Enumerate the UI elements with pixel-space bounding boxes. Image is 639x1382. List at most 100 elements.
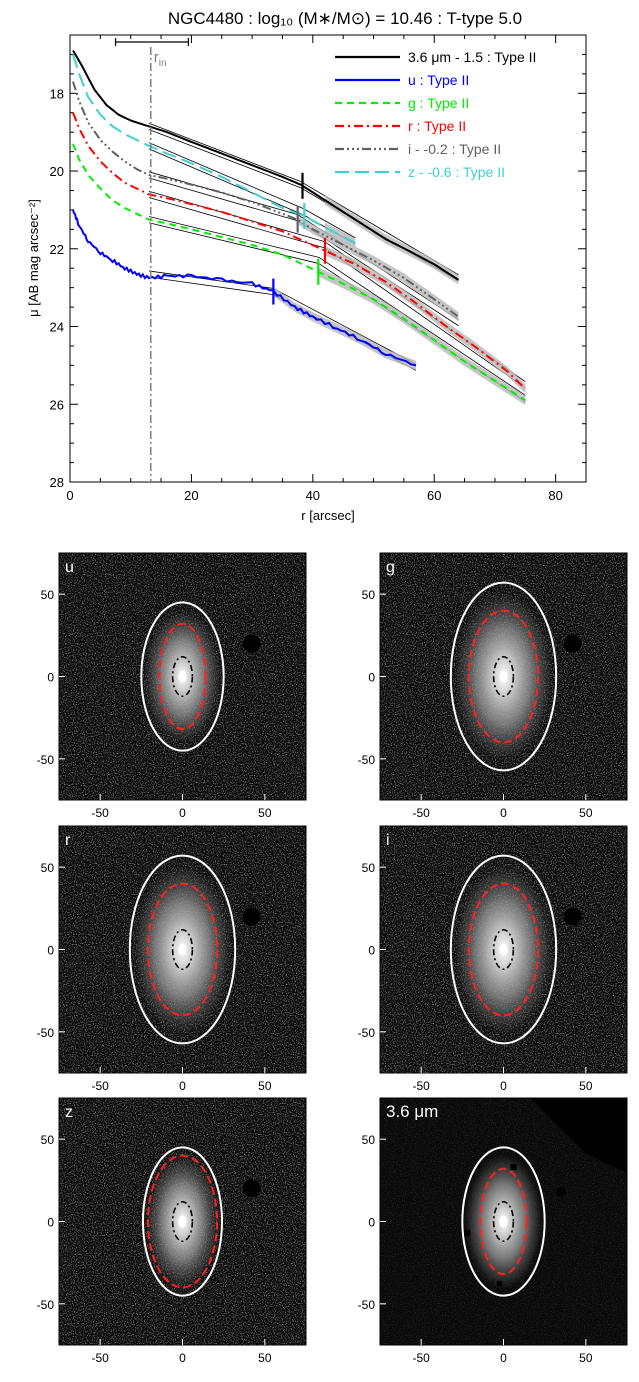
fit-line (148, 142, 304, 210)
panel-y-tick-label: -50 (358, 1298, 376, 1312)
masked-star (242, 1179, 261, 1198)
panel-y-tick-label: 50 (362, 1133, 376, 1147)
fit-line (148, 148, 304, 216)
galaxy-core (178, 670, 187, 683)
fit-line (148, 122, 301, 182)
outer-ellipse (449, 854, 558, 1045)
masked-star (464, 1230, 471, 1237)
panel-label: z (65, 1104, 73, 1121)
panel-y-tick-label: 0 (47, 1216, 54, 1230)
panel-y-tick-label: -50 (37, 1298, 55, 1312)
image-panel-3: i 50 0 -50 -50 0 50 (358, 825, 628, 1093)
panel-x-tick-label: -50 (412, 1351, 430, 1365)
masked-star (563, 634, 582, 653)
r-in-ellipse (171, 1200, 194, 1243)
fit-line (148, 276, 274, 296)
panel-label: g (386, 559, 395, 576)
error-band (324, 246, 526, 394)
break-ellipse (467, 882, 540, 1017)
r-in-marker: rin (114, 38, 189, 482)
outer-ellipse (449, 581, 558, 772)
x-axis-label: r [arcsec] (301, 508, 354, 523)
panel-label: 3.6 μm (386, 1102, 438, 1121)
break-ellipse (146, 1154, 219, 1289)
panel-y-tick-label: 0 (368, 944, 375, 958)
masked-star (319, 839, 335, 855)
break-ellipse (467, 609, 540, 744)
masked-star (556, 1186, 567, 1197)
galaxy-core (499, 1215, 508, 1228)
x-tick-label: 40 (306, 488, 320, 503)
profile-chart: 0 20 40 60 80 18 20 22 24 26 28 rin 3.6 μm - 1.5 :… (26, 34, 587, 523)
panel-x-tick-label: 0 (500, 1079, 507, 1093)
panel-y-tick-label: -50 (358, 753, 376, 767)
chart-title: NGC4480 : log₁₀ (M∗/M⊙) = 10.46 : T-type… (168, 9, 522, 28)
panel-x-tick-label: -50 (91, 1079, 109, 1093)
panel-y-tick-label: 0 (368, 671, 375, 685)
masked-star (242, 907, 261, 926)
fit-line (148, 216, 319, 258)
panel-image (59, 553, 306, 800)
panel-y-tick-label: 0 (47, 671, 54, 685)
image-panel-5: 3.6 μm 50 0 -50 -50 0 50 (358, 1097, 628, 1365)
r-in-ellipse (171, 655, 194, 698)
y-axis-label: μ [AB mag arcsec⁻²] (26, 199, 41, 317)
plot-frame (69, 34, 587, 483)
break-ellipse (479, 1167, 528, 1276)
series-line-3 (72, 112, 526, 390)
legend-entry: 3.6 μm - 1.5 : Type II (408, 49, 536, 65)
series-line-1 (72, 209, 417, 367)
panel-x-tick-label: -50 (91, 1351, 109, 1365)
panel-x-tick-label: -50 (412, 806, 430, 820)
r-in-ellipse (492, 1200, 515, 1243)
error-band (324, 195, 459, 285)
panel-x-tick-label: 50 (579, 1351, 593, 1365)
error-band (318, 267, 526, 406)
outer-ellipse (461, 1146, 546, 1297)
panel-label: u (65, 559, 74, 576)
fit-line (324, 247, 526, 389)
panel-y-tick-label: 50 (41, 1133, 55, 1147)
fit-line (303, 208, 356, 239)
galaxy-core (499, 670, 508, 683)
fit-line (148, 222, 319, 264)
r-in-label: rin (154, 49, 167, 69)
panel-x-tick-label: 50 (579, 1079, 593, 1093)
x-tick-label: 0 (66, 488, 73, 503)
series-line-5 (72, 54, 356, 244)
panel-x-tick-label: 0 (179, 806, 186, 820)
masked-star (510, 1164, 517, 1171)
panel-y-tick-label: 0 (47, 944, 54, 958)
r-in-ellipse (171, 928, 194, 971)
panel-image (380, 553, 627, 800)
panel-x-tick-label: 0 (500, 1351, 507, 1365)
masked-star (563, 907, 582, 926)
fit-line (318, 257, 526, 396)
panel-x-tick-label: 50 (258, 806, 272, 820)
panel-y-tick-label: 50 (41, 588, 55, 602)
panel-x-tick-label: 50 (579, 806, 593, 820)
panel-x-tick-label: 50 (258, 1079, 272, 1093)
masked-star (319, 1111, 335, 1127)
masked-star (497, 1281, 503, 1287)
panel-y-tick-label: 50 (362, 861, 376, 875)
series-line-2 (72, 143, 526, 402)
fit-line (273, 288, 417, 365)
fit-line (148, 190, 326, 243)
image-panel-2: r 50 0 -50 -50 0 50 (37, 825, 335, 1093)
panel-y-tick-label: 0 (368, 1216, 375, 1230)
y-tick-label: 20 (50, 164, 64, 179)
panel-label: i (386, 832, 390, 849)
break-ellipse (146, 882, 219, 1017)
masked-star (242, 634, 261, 653)
data-series (72, 49, 526, 406)
legend-entry: i - -0.2 : Type II (408, 141, 501, 157)
legend-entry: z - -0.6 : Type II (408, 164, 505, 180)
series-line-0 (72, 49, 460, 281)
panel-x-tick-label: -50 (91, 806, 109, 820)
image-panel-0: u 50 0 -50 -50 0 50 (37, 552, 307, 820)
panel-x-tick-label: -50 (412, 1079, 430, 1093)
tick-marks: 0 20 40 60 80 18 20 22 24 26 28 (50, 35, 587, 503)
x-tick-label: 80 (548, 488, 562, 503)
